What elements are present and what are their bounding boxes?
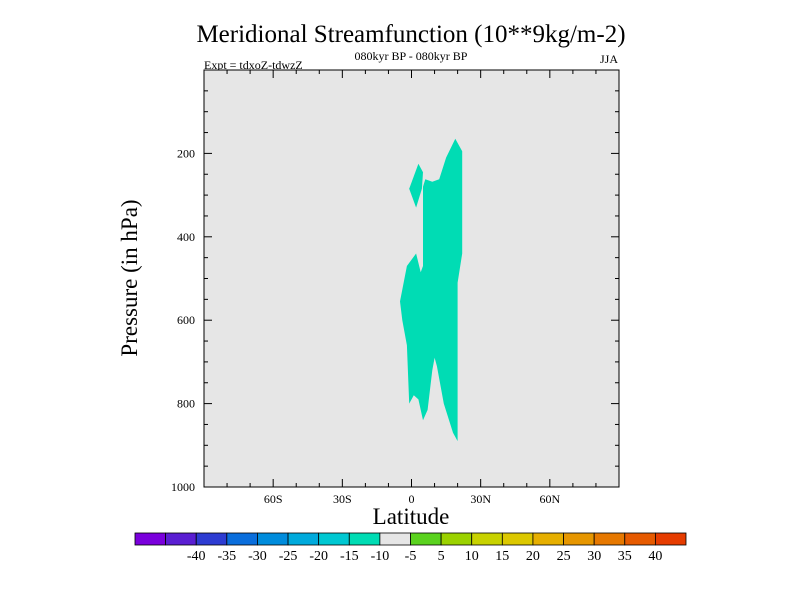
colorbar-swatch bbox=[501, 532, 534, 546]
contour-region-2 bbox=[400, 138, 463, 442]
colorbar-swatch bbox=[593, 532, 626, 546]
colorbar-swatch bbox=[257, 532, 289, 546]
x-tick-label: 0 bbox=[409, 492, 415, 506]
experiment-label: Expt = tdxoZ-tdwzZ bbox=[204, 58, 303, 72]
colorbar-labels: -40 -35 -30 -25 -20 -15 -10 -5 5 10 15 20 25 30 35 40 bbox=[187, 549, 663, 564]
chart-subtitle: 080kyr BP - 080kyr BP bbox=[355, 49, 468, 63]
y-tick-label: 600 bbox=[177, 313, 195, 327]
y-tick-labels: 200 400 600 800 1000 bbox=[171, 146, 195, 494]
colorbar-swatch bbox=[624, 532, 656, 546]
colorbar-label: 30 bbox=[587, 549, 601, 564]
x-tick-labels: 60S 30S 0 30N 60N bbox=[264, 492, 561, 506]
colorbar-swatch bbox=[134, 532, 167, 546]
contour-regions bbox=[400, 138, 463, 442]
x-tick-label: 60N bbox=[539, 492, 560, 506]
colorbar-label: -15 bbox=[340, 549, 359, 564]
colorbar-label: -40 bbox=[187, 549, 206, 564]
colorbar-label: -25 bbox=[279, 549, 298, 564]
colorbar-swatch bbox=[471, 532, 503, 546]
colorbar-swatch bbox=[195, 532, 228, 546]
colorbar-swatch bbox=[563, 532, 595, 546]
chart-title: Meridional Streamfunction (10**9kg/m-2) bbox=[196, 21, 625, 48]
colorbar-label: -35 bbox=[217, 549, 236, 564]
colorbar-label: 20 bbox=[526, 549, 540, 564]
colorbar-label: 35 bbox=[618, 549, 632, 564]
colorbar-label: -5 bbox=[405, 549, 417, 564]
colorbar-swatch bbox=[318, 532, 350, 546]
colorbar-swatch bbox=[348, 532, 381, 546]
colorbar-swatch bbox=[440, 532, 473, 546]
colorbar-label: 15 bbox=[495, 549, 509, 564]
colorbar-label: 10 bbox=[465, 549, 479, 564]
colorbar-label: 25 bbox=[557, 549, 571, 564]
y-tick-label: 200 bbox=[177, 146, 195, 160]
colorbar-swatch bbox=[410, 532, 442, 546]
season-label: JJA bbox=[600, 52, 618, 66]
contour-region-1 bbox=[409, 163, 423, 208]
y-tick-label: 400 bbox=[177, 230, 195, 244]
colorbar-label: 40 bbox=[648, 549, 662, 564]
colorbar-label: -10 bbox=[371, 549, 390, 564]
colorbar bbox=[134, 532, 687, 546]
axis-ticks bbox=[204, 70, 619, 487]
x-axis-label: Latitude bbox=[373, 504, 450, 529]
x-tick-label: 60S bbox=[264, 492, 283, 506]
colorbar-label: 5 bbox=[438, 549, 445, 564]
x-tick-label: 30S bbox=[333, 492, 352, 506]
x-tick-label: 30N bbox=[470, 492, 491, 506]
colorbar-swatch bbox=[287, 532, 320, 546]
colorbar-swatch bbox=[379, 532, 411, 546]
y-tick-label: 1000 bbox=[171, 480, 195, 494]
colorbar-label: -20 bbox=[309, 549, 328, 564]
colorbar-swatch bbox=[654, 532, 687, 546]
colorbar-swatch bbox=[532, 532, 564, 546]
y-tick-label: 800 bbox=[177, 397, 195, 411]
colorbar-swatch bbox=[165, 532, 197, 546]
colorbar-swatch bbox=[226, 532, 258, 546]
y-axis-label: Pressure (in hPa) bbox=[117, 199, 142, 356]
colorbar-label: -30 bbox=[248, 549, 267, 564]
